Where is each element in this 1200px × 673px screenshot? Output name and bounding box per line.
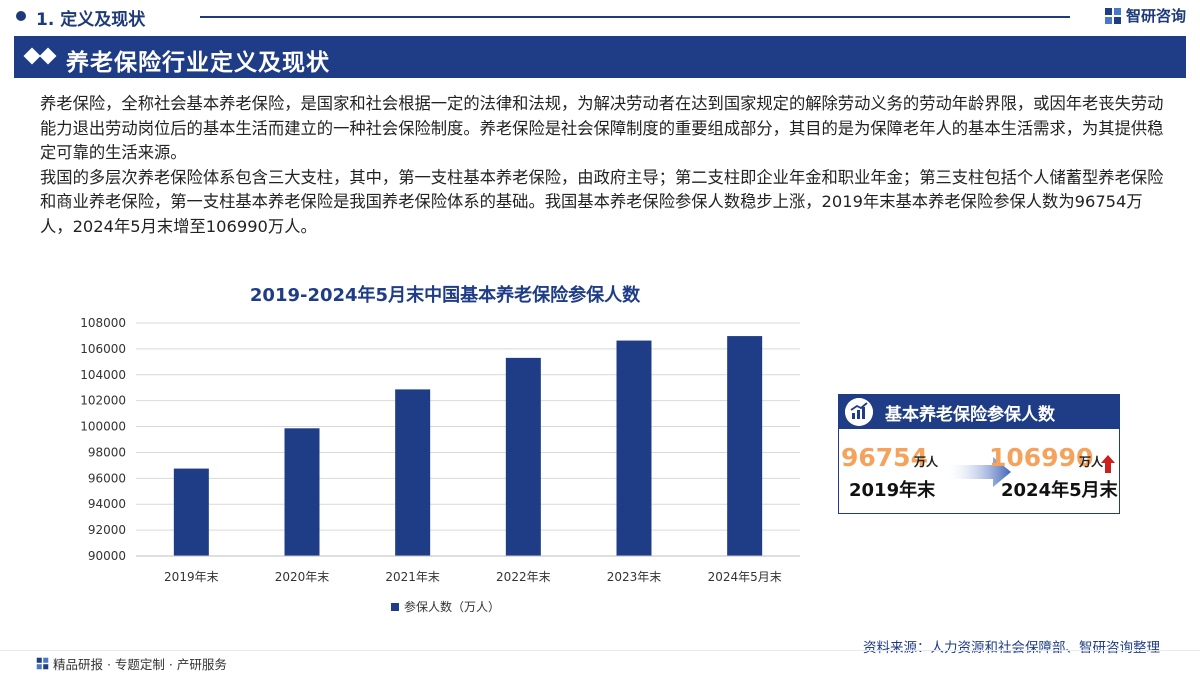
y-tick-label: 92000	[88, 523, 126, 537]
y-tick-label: 90000	[88, 549, 126, 563]
footer-logo-icon	[36, 657, 49, 670]
footer: 精品研报 · 专题定制 · 产研服务	[36, 654, 227, 673]
y-tick-label: 100000	[80, 420, 126, 434]
paragraph-definition: 养老保险，全称社会基本养老保险，是国家和社会根据一定的法律和法规，为解决劳动者在…	[40, 94, 1164, 162]
bar	[284, 428, 320, 556]
card-title: 基本养老保险参保人数	[885, 405, 1055, 425]
title-banner: 养老保险行业定义及现状	[14, 36, 1186, 78]
x-tick-label: 2021年末	[385, 570, 440, 584]
x-tick-label: 2019年末	[164, 570, 219, 584]
bar	[395, 389, 431, 556]
y-tick-label: 108000	[80, 316, 126, 330]
arrow-right-icon	[949, 457, 1011, 487]
start-unit: 万人	[914, 455, 939, 469]
section-bullet	[16, 11, 26, 21]
footer-text: 精品研报 · 专题定制 · 产研服务	[53, 657, 227, 672]
legend-swatch	[391, 602, 399, 611]
y-tick-label: 98000	[88, 445, 126, 459]
summary-card: 基本养老保险参保人数 96754 万人 2019年末 106990 万人 202…	[838, 394, 1120, 514]
y-tick-label: 94000	[88, 497, 126, 511]
end-unit: 万人	[1079, 455, 1104, 469]
brand-name: 智研咨询	[1125, 7, 1186, 25]
x-tick-label: 2020年末	[275, 570, 330, 584]
body-text: 养老保险，全称社会基本养老保险，是国家和社会根据一定的法律和法规，为解决劳动者在…	[40, 92, 1170, 239]
card-header: 基本养老保险参保人数	[839, 395, 1119, 429]
section-title: 1. 定义及现状	[36, 10, 146, 30]
end-value: 106990	[989, 443, 1094, 472]
source-note: 资料来源：人力资源和社会保障部、智研咨询整理	[863, 640, 1160, 656]
section-header: 1. 定义及现状 智研咨询	[0, 0, 1200, 34]
y-tick-label: 102000	[80, 394, 126, 408]
start-label: 2019年末	[849, 480, 936, 501]
end-label: 2024年5月末	[1001, 480, 1118, 501]
x-tick-label: 2024年5月末	[708, 570, 782, 584]
x-tick-label: 2023年末	[607, 570, 662, 584]
footer-divider	[0, 650, 1200, 651]
bar	[616, 340, 652, 556]
chart-growth-icon	[845, 398, 873, 426]
paragraph-status: 我国的多层次养老保险体系包含三大支柱，其中，第一支柱基本养老保险，由政府主导；第…	[40, 167, 1164, 236]
page-title: 养老保险行业定义及现状	[66, 50, 330, 76]
company-logo-icon	[1104, 7, 1121, 24]
section-divider	[200, 16, 1070, 18]
y-tick-label: 104000	[80, 368, 126, 382]
x-tick-label: 2022年末	[496, 570, 551, 584]
bar	[505, 357, 541, 556]
chart-title: 2019-2024年5月末中国基本养老保险参保人数	[249, 285, 641, 306]
y-tick-label: 106000	[80, 342, 126, 356]
start-value: 96754	[841, 443, 928, 472]
bar	[173, 468, 209, 556]
chart-legend: 参保人数（万人）	[391, 598, 500, 615]
arrow-up-icon	[1101, 455, 1115, 473]
brand: 智研咨询	[1104, 5, 1186, 26]
y-tick-label: 96000	[88, 471, 126, 485]
bar	[727, 336, 763, 556]
legend-label: 参保人数（万人）	[404, 600, 501, 614]
